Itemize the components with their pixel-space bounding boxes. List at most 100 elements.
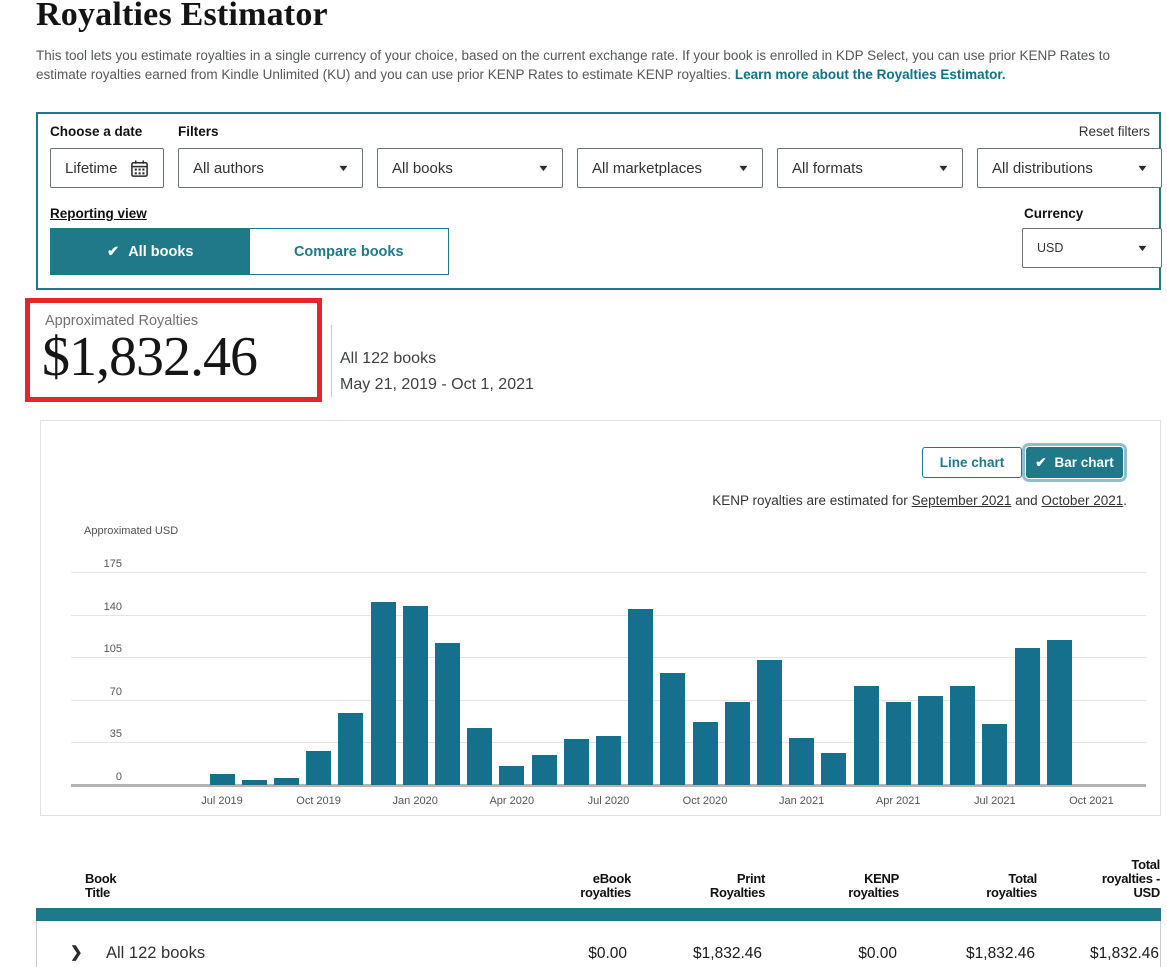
chart-bar[interactable] — [724, 702, 750, 785]
reporting-view-label[interactable]: Reporting view — [50, 206, 147, 221]
column-header-print-royalties: Print Royalties — [709, 871, 765, 900]
cell-kenp-royalties: $0.00 — [858, 945, 897, 962]
chart-bar[interactable] — [209, 774, 235, 785]
x-axis-tick-label: Apr 2021 — [875, 795, 921, 807]
cell-total-royalties-usd: $1,832.46 — [1090, 945, 1159, 962]
kenp-month-link-1[interactable]: September 2021 — [911, 493, 1012, 508]
chart-bar[interactable] — [595, 736, 621, 785]
x-axis-tick-label: Jul 2021 — [974, 795, 1016, 807]
x-axis-tick-label: Oct 2020 — [682, 795, 728, 807]
kenp-note-text: KENP royalties are estimated for — [712, 493, 912, 508]
chart-bar[interactable] — [660, 673, 686, 785]
y-axis-tick-label: 0 — [115, 771, 122, 783]
column-header-total-royalties-usd: Total royalties - USD — [1101, 857, 1160, 900]
currency-label: Currency — [1024, 206, 1084, 221]
summary-scope: All 122 books — [340, 350, 437, 367]
chart-bar[interactable] — [853, 686, 879, 785]
royalties-table-header: Book Title eBook royalties Print Royalties … — [36, 845, 1161, 900]
filters-label: Filters — [178, 124, 219, 139]
column-header-total-royalties: Total royalties — [986, 871, 1037, 900]
gridline — [71, 572, 1146, 573]
chart-bar[interactable] — [531, 754, 557, 785]
kenp-note-and: and — [1011, 493, 1042, 508]
tab-all-books[interactable]: ✔ All books — [51, 229, 250, 274]
chart-bar[interactable] — [789, 737, 815, 785]
annotation-highlight-box: Approximated Royalties $1,832.46 — [25, 298, 322, 402]
chart-bar[interactable] — [370, 602, 396, 785]
approximated-royalties-amount: $1,832.46 — [42, 326, 258, 388]
distributions-filter-dropdown[interactable]: All distributions ▼ — [977, 148, 1162, 188]
table-header-band — [36, 908, 1161, 921]
expand-row-icon[interactable]: ❯ — [70, 944, 83, 961]
currency-dropdown[interactable]: USD ▼ — [1022, 228, 1162, 268]
bar-chart-button[interactable]: ✔ Bar chart — [1022, 443, 1127, 482]
chevron-down-icon: ▼ — [936, 163, 951, 173]
kenp-note-period: . — [1123, 493, 1127, 508]
column-header-book-title: Book Title — [85, 871, 117, 900]
chart-bar[interactable] — [756, 659, 782, 785]
chart-bar[interactable] — [241, 780, 267, 785]
formats-filter-value: All formats — [792, 159, 863, 177]
chart-bar[interactable] — [402, 606, 428, 785]
choose-date-label: Choose a date — [50, 124, 143, 139]
gridline — [71, 699, 1146, 701]
formats-filter-dropdown[interactable]: All formats ▼ — [777, 148, 963, 188]
chart-bar[interactable] — [338, 713, 364, 785]
calendar-icon — [130, 159, 149, 178]
chart-bar[interactable] — [885, 702, 911, 785]
check-icon: ✔ — [1035, 454, 1047, 470]
page-title: Royalties Estimator — [36, 0, 328, 33]
line-chart-button[interactable]: Line chart — [922, 447, 1022, 478]
x-axis-tick-label: Oct 2021 — [1069, 795, 1114, 807]
chart-bar[interactable] — [1014, 647, 1040, 785]
chevron-down-icon: ▼ — [1135, 243, 1150, 253]
gridline — [71, 614, 1146, 616]
approximated-royalties-label: Approximated Royalties — [45, 313, 199, 329]
y-axis-tick-label: 105 — [103, 643, 122, 656]
chart-bar[interactable] — [563, 738, 589, 785]
date-range-picker[interactable]: Lifetime — [50, 148, 164, 188]
books-filter-dropdown[interactable]: All books ▼ — [377, 148, 563, 188]
marketplaces-filter-dropdown[interactable]: All marketplaces ▼ — [577, 148, 763, 188]
learn-more-link[interactable]: Learn more about the Royalties Estimator… — [734, 67, 1006, 82]
bar-chart-button-label: Bar chart — [1054, 455, 1114, 470]
kenp-estimate-note: KENP royalties are estimated for Septemb… — [712, 493, 1127, 508]
column-header-kenp-royalties: KENP royalties — [848, 871, 899, 900]
tab-compare-books[interactable]: Compare books — [249, 229, 448, 274]
chart-bar[interactable] — [821, 753, 847, 785]
y-axis-tick-label: 70 — [109, 685, 122, 698]
chart-bar[interactable] — [982, 724, 1008, 785]
currency-value: USD — [1037, 241, 1064, 255]
marketplaces-filter-value: All marketplaces — [592, 159, 703, 177]
x-axis-tick-label: Jul 2020 — [587, 795, 630, 807]
chart-bar[interactable] — [467, 727, 493, 785]
cell-total-royalties: $1,832.46 — [966, 945, 1035, 962]
kenp-month-link-2[interactable]: October 2021 — [1041, 493, 1124, 508]
summary-date-range: May 21, 2019 - Oct 1, 2021 — [340, 376, 534, 393]
chart-bar[interactable] — [692, 721, 718, 785]
chart-card: Line chart ✔ Bar chart KENP royalties ar… — [40, 420, 1161, 816]
gridline — [71, 784, 1146, 787]
cell-ebook-royalties: $0.00 — [588, 945, 627, 962]
cell-print-royalties: $1,832.46 — [693, 945, 762, 962]
chart-bar[interactable] — [917, 696, 943, 785]
chart-bar[interactable] — [499, 765, 525, 785]
tab-all-books-label: All books — [128, 243, 194, 260]
tab-compare-books-label: Compare books — [293, 243, 404, 260]
chart-bar[interactable] — [628, 608, 654, 785]
chevron-down-icon: ▼ — [1135, 163, 1150, 173]
chart-bar[interactable] — [950, 686, 976, 785]
filter-panel: Choose a date Filters Reset filters Life… — [36, 112, 1162, 290]
authors-filter-dropdown[interactable]: All authors ▼ — [178, 148, 363, 188]
chart-bar[interactable] — [1046, 640, 1072, 785]
x-axis-tick-label: Jul 2019 — [201, 795, 243, 807]
check-icon: ✔ — [107, 243, 120, 260]
y-axis-title: Approximated USD — [84, 525, 179, 537]
chart-bar[interactable] — [273, 777, 299, 785]
y-axis-tick-label: 175 — [103, 558, 122, 570]
description-text: This tool lets you estimate royalties in… — [36, 48, 1111, 82]
reset-filters-link[interactable]: Reset filters — [1078, 124, 1150, 139]
chart-bar[interactable] — [434, 642, 460, 785]
x-axis-tick-label: Jan 2021 — [778, 795, 825, 807]
chart-bar[interactable] — [306, 750, 332, 785]
